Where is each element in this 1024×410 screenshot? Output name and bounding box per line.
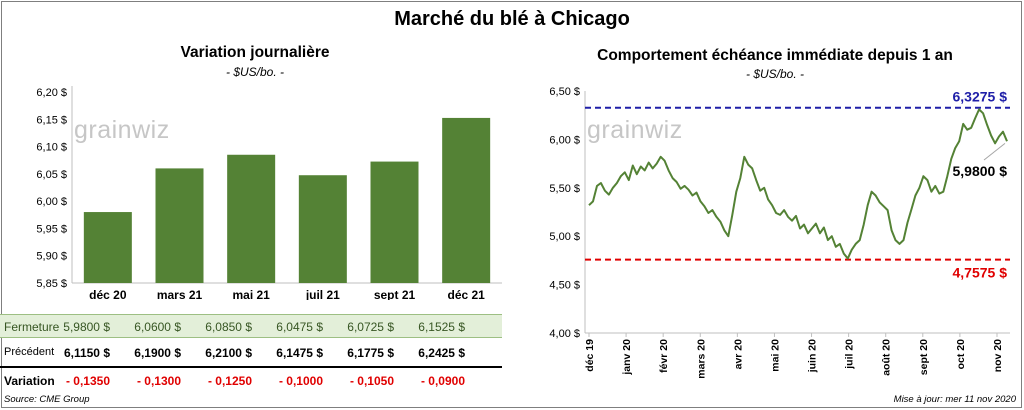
- table-row-precedent: Précédent 6,1150 $ 6,1900 $ 6,2100 $ 6,1…: [0, 341, 502, 365]
- table-cell: 6,1475 $: [276, 346, 323, 360]
- high-label: 6,3275 $: [953, 89, 1008, 105]
- line-y-tick-label: 6,50 $: [549, 86, 580, 98]
- line-x-tick-label: mars 20: [695, 339, 707, 379]
- bar-y-tick-label: 5,90 $: [36, 251, 67, 263]
- bar-chart-title: Variation journalière: [180, 44, 330, 61]
- bar-x-tick-label: mars 21: [157, 288, 203, 300]
- bar-x-tick-label: déc 20: [89, 288, 127, 300]
- row-label: Variation: [4, 374, 55, 388]
- bar-x-tick-label: mai 21: [232, 288, 270, 300]
- table-cell: - 0,0900: [420, 374, 465, 388]
- bar-y-tick-label: 5,95 $: [36, 223, 67, 235]
- source-note: Source: CME Group: [4, 394, 90, 405]
- price-series-line: [588, 108, 1008, 260]
- bar: [83, 212, 132, 283]
- line-y-tick-label: 5,50 $: [549, 183, 580, 195]
- row-label: Précédent: [4, 346, 55, 358]
- table-row-variation: Variation - 0,1350 - 0,1300 - 0,1250 - 0…: [0, 369, 502, 393]
- line-chart-subtitle: - $US/bo. -: [745, 67, 805, 81]
- grainwiz-watermark: grainwiz: [74, 116, 170, 144]
- bar: [298, 175, 347, 283]
- line-y-tick-label: 5,00 $: [549, 231, 580, 243]
- bar-chart-subtitle: - $US/bo. -: [225, 65, 285, 79]
- table-cell: 6,2100 $: [205, 346, 252, 360]
- bar: [442, 117, 491, 284]
- bar-y-tick-label: 5,85 $: [36, 278, 67, 290]
- line-x-tick-label: oct 20: [955, 339, 967, 370]
- main-title: Marché du blé à Chicago: [394, 8, 630, 30]
- line-x-tick-label: janv 20: [621, 339, 633, 376]
- table-cell: 6,0725 $: [347, 320, 394, 334]
- bar-y-tick-label: 6,05 $: [36, 169, 67, 181]
- table-cell: - 0,1050: [349, 374, 394, 388]
- table-cell: 6,1525 $: [418, 320, 465, 334]
- bar-x-tick-label: sept 21: [374, 288, 416, 300]
- bar-y-tick-label: 6,20 $: [36, 87, 67, 99]
- line-x-tick-label: nov 20: [992, 339, 1004, 372]
- table-cell: 6,0475 $: [276, 320, 323, 334]
- bar-x-tick-label: déc 21: [447, 288, 485, 300]
- bar: [155, 168, 204, 283]
- table-cell: - 0,1250: [207, 374, 252, 388]
- line-x-tick-label: août 20: [881, 339, 893, 376]
- line-x-tick-label: avr 20: [732, 339, 744, 370]
- bar-y-tick-label: 6,10 $: [36, 142, 67, 154]
- table-cell: - 0,1350: [65, 374, 110, 388]
- table-cell: - 0,1000: [278, 374, 323, 388]
- table-separator: [0, 366, 502, 368]
- line-y-tick-label: 4,00 $: [549, 328, 580, 340]
- last-value-leader: [983, 142, 1006, 161]
- line-chart-title: Comportement échéance immédiate depuis 1…: [597, 47, 953, 64]
- bar-y-tick-label: 6,00 $: [36, 196, 67, 208]
- table-cell: - 0,1300: [136, 374, 181, 388]
- table-cell: 6,0850 $: [205, 320, 252, 334]
- bar-y-tick-label: 6,15 $: [36, 114, 67, 126]
- line-y-tick-label: 4,50 $: [549, 280, 580, 292]
- line-y-tick-label: 6,00 $: [549, 134, 580, 146]
- table-cell: 6,0600 $: [134, 320, 181, 334]
- line-x-tick-label: févr 20: [658, 339, 670, 373]
- table-cell: 6,1900 $: [134, 346, 181, 360]
- table-cell: 6,1775 $: [347, 346, 394, 360]
- bar-x-tick-label: juil 21: [305, 288, 340, 300]
- line-x-tick-label: juil 20: [844, 339, 856, 370]
- line-x-tick-label: juin 20: [807, 339, 819, 373]
- bar: [370, 161, 419, 283]
- row-label: Fermeture: [4, 320, 60, 334]
- table-cell: 5,9800 $: [63, 320, 110, 334]
- line-x-tick-label: déc 19: [584, 339, 596, 372]
- bar-chart: 5,85 $ 5,90 $ 5,95 $ 6,00 $ 6,05 $ 6,10 $ 6,15…: [36, 86, 502, 300]
- line-x-tick-label: mai 20: [769, 339, 781, 372]
- table-cell: 6,2425 $: [418, 346, 465, 360]
- grainwiz-watermark: grainwiz: [587, 116, 683, 144]
- last-value-label: 5,9800 $: [953, 163, 1008, 179]
- line-x-tick-label: sept 20: [918, 339, 930, 375]
- bar: [227, 154, 276, 283]
- low-label: 4,7575 $: [953, 265, 1008, 281]
- update-note: Mise à jour: mer 11 nov 2020: [893, 394, 1016, 405]
- table-row-fermeture: Fermeture 5,9800 $ 6,0600 $ 6,0850 $ 6,0…: [0, 314, 502, 338]
- table-cell: 6,1150 $: [63, 346, 110, 360]
